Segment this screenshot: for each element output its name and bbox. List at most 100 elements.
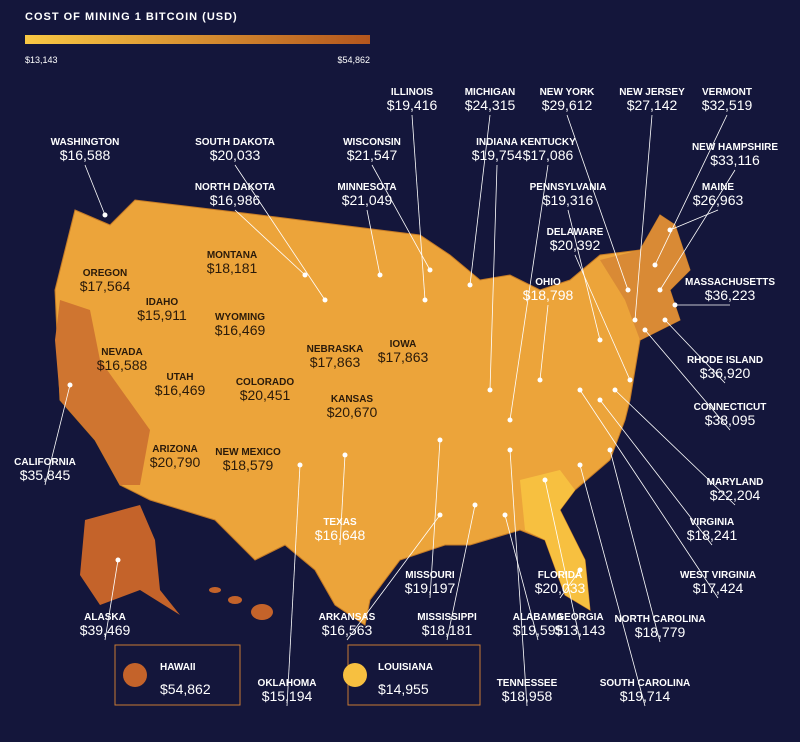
state-name: MAINE (702, 182, 735, 193)
legend-bar (25, 35, 370, 44)
state-name: NEW JERSEY (619, 87, 685, 98)
state-value: $38,095 (705, 412, 756, 428)
state-name: NORTH CAROLINA (614, 614, 705, 625)
leader-line (669, 209, 719, 231)
state-value: $19,714 (620, 688, 671, 704)
leader-line (659, 169, 736, 291)
leader-line (371, 164, 431, 271)
state-value: $17,086 (523, 147, 574, 163)
leader-line (574, 254, 631, 381)
state-name: KENTUCKY (520, 137, 576, 148)
state-name: ALABAMA (513, 612, 564, 623)
leader-dot (437, 437, 443, 443)
state-name: NEW YORK (540, 87, 596, 98)
state-value: $17,424 (693, 580, 744, 596)
state-name: OHIO (535, 277, 561, 288)
leader-dot (642, 327, 648, 333)
state-value: $35,845 (20, 467, 71, 483)
leader-dot (672, 302, 678, 308)
state-value: $36,223 (705, 287, 756, 303)
leader-dot (667, 227, 673, 233)
state-name: IOWA (390, 339, 417, 350)
state-name: NEW HAMPSHIRE (692, 142, 778, 153)
state-name: KANSAS (331, 394, 374, 405)
leader-line (234, 209, 306, 276)
state-value: $33,116 (710, 152, 760, 168)
state-name: WEST VIRGINIA (680, 570, 756, 581)
state-name: MINNESOTA (337, 182, 396, 193)
leader-dot (427, 267, 433, 273)
state-value: $16,588 (97, 357, 148, 373)
state-value: $20,670 (327, 404, 378, 420)
leader-line (599, 399, 713, 546)
leader-line (544, 479, 581, 641)
leader-dot (507, 447, 513, 453)
state-value: $22,204 (710, 487, 761, 503)
leader-dot (577, 567, 583, 573)
up-icon (123, 663, 147, 687)
state-value: $20,790 (150, 454, 201, 470)
state-value: $20,033 (535, 580, 586, 596)
state-name: OKLAHOMA (258, 678, 317, 689)
leader-line (44, 384, 71, 486)
leader-line (509, 449, 528, 707)
leader-line (469, 114, 491, 286)
state-name: INDIANA (476, 137, 518, 148)
state-name: SOUTH DAKOTA (195, 137, 275, 148)
state-name: MARYLAND (707, 477, 764, 488)
leader-dot (507, 417, 513, 423)
state-name: MICHIGAN (465, 87, 516, 98)
state-name: ARKANSAS (319, 612, 376, 623)
leader-line (559, 569, 581, 599)
state-value: $32,519 (702, 97, 753, 113)
state-value: $26,963 (693, 192, 744, 208)
highlight-name: LOUISIANA (378, 662, 433, 673)
state-value: $18,958 (502, 688, 553, 704)
leader-dot (377, 272, 383, 278)
leader-line (411, 114, 426, 301)
leader-dot (67, 382, 73, 388)
leader-line (664, 319, 726, 384)
legend-max: $54,862 (337, 55, 370, 65)
state-value: $13,143 (555, 622, 606, 638)
state-value: $18,241 (687, 527, 738, 543)
leader-line (346, 514, 441, 641)
leader-dot (542, 477, 548, 483)
leader-dot (597, 397, 603, 403)
leader-dot (627, 377, 633, 383)
state-name: GEORGIA (556, 612, 603, 623)
leader-line (446, 504, 476, 641)
state-name: NEVADA (101, 347, 142, 358)
state-value: $24,315 (465, 97, 516, 113)
leader-dot (625, 287, 631, 293)
state-value: $19,416 (387, 97, 438, 113)
leader-line (504, 514, 539, 641)
down-icon (343, 663, 367, 687)
state-value: $21,547 (347, 147, 398, 163)
leader-dot (657, 287, 663, 293)
leader-line (644, 329, 731, 431)
state-name: MONTANA (207, 250, 257, 261)
state-name: SOUTH CAROLINA (600, 678, 691, 689)
leader-line (339, 454, 346, 546)
leader-dot (115, 557, 121, 563)
state-value: $39,469 (80, 622, 131, 638)
state-value: $20,451 (240, 387, 291, 403)
state-value: $20,392 (550, 237, 601, 253)
state-value: $15,911 (137, 307, 187, 323)
state-value: $16,986 (210, 192, 261, 208)
state-value: $16,648 (315, 527, 366, 543)
leader-dot (467, 282, 473, 288)
state-name: ARIZONA (152, 444, 198, 455)
state-value: $16,563 (322, 622, 373, 638)
leader-dot (302, 272, 308, 278)
leader-line (234, 164, 326, 301)
state-name: DELAWARE (547, 227, 604, 238)
state-value: $19,595 (513, 622, 564, 638)
leader-line (539, 304, 549, 381)
state-name: WISCONSIN (343, 137, 401, 148)
leader-dot (472, 502, 478, 508)
state-value: $16,588 (60, 147, 111, 163)
leader-line (654, 114, 728, 266)
state-value: $19,316 (543, 192, 594, 208)
